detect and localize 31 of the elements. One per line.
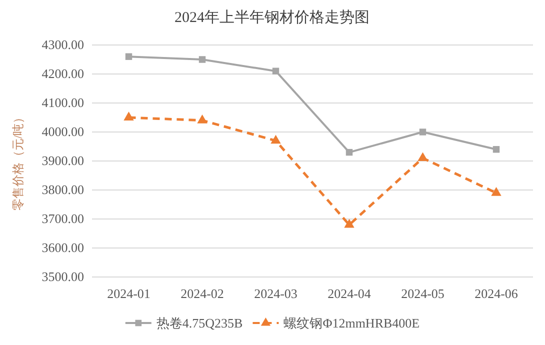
point [492, 146, 500, 153]
point [198, 56, 206, 63]
point [344, 218, 354, 228]
y-tick-label: 4300.00 [42, 37, 84, 52]
x-tick-label: 2024-04 [328, 286, 372, 302]
x-tick-label: 2024-06 [474, 286, 518, 302]
y-tick-label: 3800.00 [42, 182, 84, 198]
point [197, 114, 208, 124]
point [124, 112, 134, 120]
x-tick-label: 2024-05 [401, 286, 444, 302]
y-axis-title: 零售价格（元/吨） [11, 111, 25, 211]
point [419, 128, 426, 136]
y-tick-label: 4200.00 [42, 66, 84, 82]
chart-title: 2024年上半年钢材价格走势图 [174, 9, 370, 26]
point [125, 53, 132, 60]
legend-label: 热卷4.75Q235B [156, 316, 244, 330]
y-tick-label: 4000.00 [42, 124, 84, 140]
y-tick-label: 4100.00 [42, 95, 84, 110]
y-tick-label: 3700.00 [42, 211, 84, 226]
point [346, 148, 353, 156]
point [270, 134, 281, 144]
legend-label: 螺纹钢Φ12mmHRB400E [284, 316, 420, 330]
point [491, 187, 502, 196]
y-tick-label: 3500.00 [42, 269, 84, 284]
x-tick-label: 2024-01 [107, 286, 150, 302]
point [272, 68, 280, 74]
point [418, 152, 428, 162]
x-tick-label: 2024-03 [254, 286, 298, 302]
x-tick-label: 2024-02 [180, 286, 224, 302]
y-tick-label: 3600.00 [42, 240, 84, 256]
y-tick-label: 3900.00 [42, 153, 84, 168]
